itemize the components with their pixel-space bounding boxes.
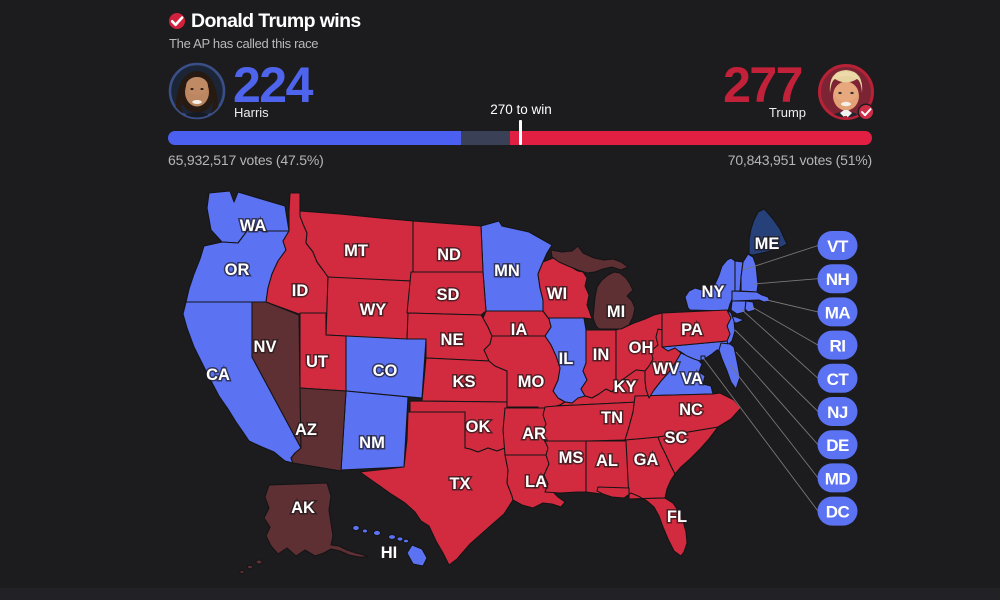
svg-text:SC: SC (665, 429, 688, 447)
svg-text:TX: TX (449, 475, 470, 493)
svg-text:CO: CO (373, 362, 398, 380)
svg-text:OK: OK (466, 418, 491, 436)
svg-text:AR: AR (522, 425, 546, 443)
svg-text:OR: OR (225, 261, 250, 279)
svg-text:WY: WY (360, 301, 387, 319)
svg-text:WI: WI (547, 285, 567, 303)
svg-text:CT: CT (827, 370, 850, 389)
svg-text:LA: LA (525, 473, 547, 491)
svg-text:NC: NC (679, 401, 703, 419)
svg-text:MT: MT (344, 242, 368, 260)
svg-text:DE: DE (826, 436, 849, 455)
svg-text:FL: FL (667, 508, 687, 526)
svg-text:SD: SD (437, 286, 460, 304)
svg-text:IA: IA (511, 321, 528, 339)
svg-text:VA: VA (681, 370, 703, 388)
svg-text:AL: AL (596, 452, 618, 470)
svg-text:UT: UT (306, 353, 328, 371)
svg-text:ID: ID (292, 282, 309, 300)
svg-text:NV: NV (254, 338, 277, 356)
svg-text:OH: OH (629, 339, 654, 357)
svg-text:ND: ND (437, 246, 461, 264)
svg-text:WV: WV (653, 360, 680, 378)
svg-text:NM: NM (359, 434, 385, 452)
svg-text:MA: MA (825, 303, 851, 322)
svg-text:NH: NH (826, 270, 850, 289)
svg-text:PA: PA (681, 321, 703, 339)
svg-text:AZ: AZ (295, 421, 317, 439)
svg-text:ME: ME (755, 235, 780, 253)
svg-text:CA: CA (206, 366, 230, 384)
svg-text:HI: HI (381, 544, 398, 562)
svg-text:NJ: NJ (827, 403, 848, 422)
svg-text:IL: IL (559, 350, 574, 368)
svg-text:KY: KY (614, 378, 637, 396)
svg-text:NE: NE (441, 331, 464, 349)
svg-text:MO: MO (518, 373, 545, 391)
svg-text:AK: AK (291, 499, 315, 517)
svg-text:NY: NY (702, 283, 725, 301)
svg-text:MD: MD (825, 469, 851, 488)
svg-text:WA: WA (240, 217, 267, 235)
svg-text:TN: TN (601, 409, 623, 427)
svg-text:DC: DC (826, 503, 850, 522)
svg-text:IN: IN (593, 346, 610, 364)
svg-text:MN: MN (494, 262, 520, 280)
svg-text:MS: MS (559, 449, 584, 467)
svg-text:RI: RI (830, 337, 846, 356)
svg-text:GA: GA (634, 451, 659, 469)
svg-text:KS: KS (453, 373, 476, 391)
svg-text:MI: MI (607, 303, 625, 321)
svg-text:VT: VT (827, 237, 849, 256)
